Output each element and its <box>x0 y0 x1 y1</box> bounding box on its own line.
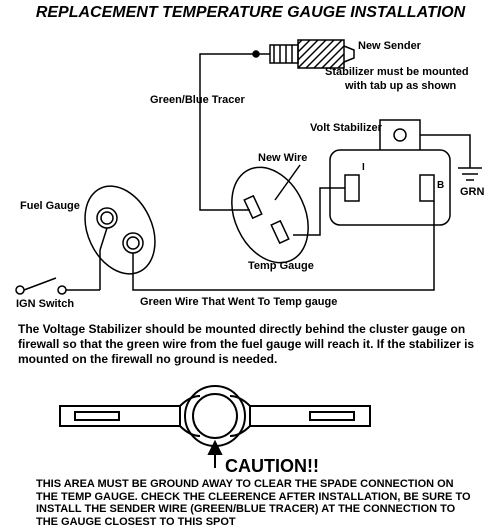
ground-icon <box>420 135 482 180</box>
terminal-i-label: I <box>362 162 365 173</box>
green-blue-tracer-label: Green/Blue Tracer <box>150 94 245 106</box>
green-wire-label: Green Wire That Went To Temp gauge <box>140 296 337 308</box>
new-wire-label: New Wire <box>258 152 307 164</box>
temp-gauge-icon <box>217 155 323 275</box>
stabilizer-paragraph: The Voltage Stabilizer should be mounted… <box>18 322 488 367</box>
new-sender-label: New Sender <box>358 40 421 52</box>
volt-stabilizer-label: Volt Stabilizer <box>310 122 382 134</box>
stabilizer-note-1: Stabilizer must be mounted <box>325 66 469 78</box>
caution-heading: CAUTION!! <box>225 456 319 477</box>
sender-icon <box>253 40 354 68</box>
stabilizer-note-2: with tab up as shown <box>345 80 456 92</box>
caution-text: THIS AREA MUST BE GROUND AWAY TO CLEAR T… <box>36 478 476 529</box>
ign-switch-label: IGN Switch <box>16 298 74 310</box>
fuel-gauge-icon <box>72 175 169 285</box>
temp-gauge-label: Temp Gauge <box>248 260 314 272</box>
fuel-gauge-label: Fuel Gauge <box>20 200 80 212</box>
ign-switch-icon <box>16 228 107 294</box>
terminal-b-label: B <box>437 180 444 191</box>
grn-label: GRN <box>460 186 484 198</box>
